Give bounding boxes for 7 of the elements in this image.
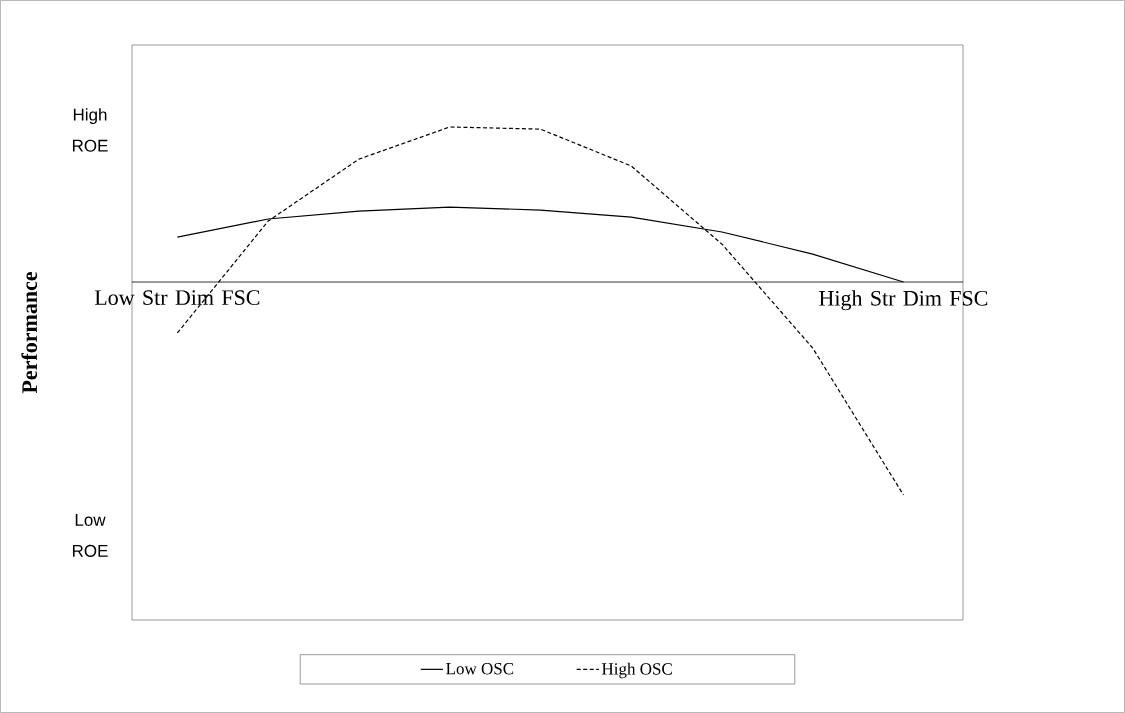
legend-label: High OSC	[601, 662, 672, 679]
text: Low ROE	[72, 514, 108, 557]
y-axis-title: Performance	[21, 271, 38, 394]
x-tick-label: Low Str Dim FSC	[94, 290, 260, 306]
legend-label: Low OSC	[446, 662, 514, 675]
text: High ROE	[72, 108, 108, 152]
x-tick-label: High Str Dim FSC	[819, 290, 988, 311]
